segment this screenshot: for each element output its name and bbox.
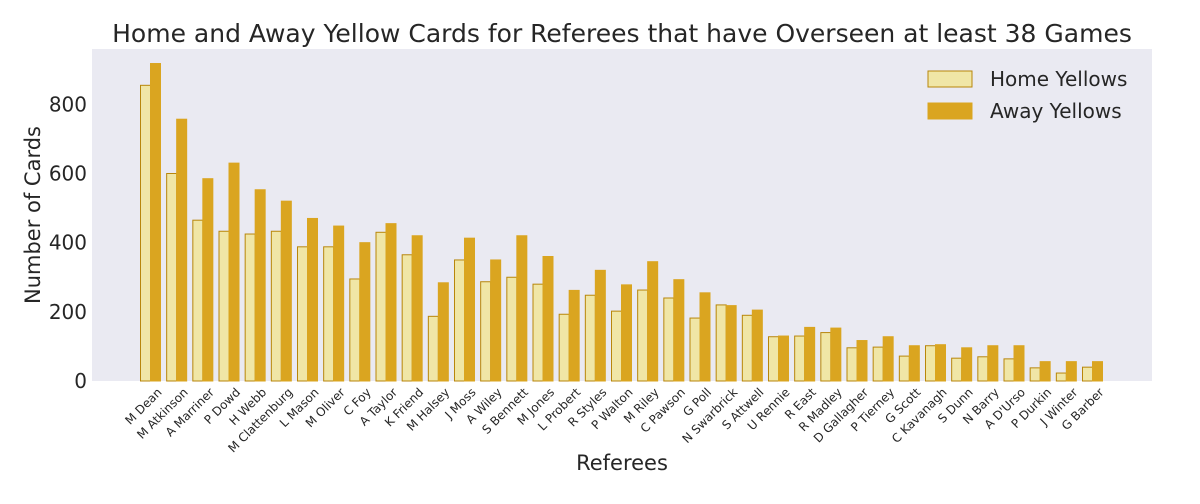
chart-title: Home and Away Yellow Cards for Referees … <box>112 19 1132 48</box>
bar-away-yellows <box>751 309 763 382</box>
bar-away-yellows <box>1013 345 1025 382</box>
bars-group <box>140 63 1103 382</box>
bar-away-yellows <box>568 289 580 382</box>
bar-home-yellows <box>349 278 361 382</box>
bar-away-yellows <box>699 292 711 382</box>
bar-home-yellows <box>689 317 701 382</box>
bar-home-yellows <box>192 219 204 382</box>
bar-home-yellows <box>637 289 649 382</box>
bar-away-yellows <box>359 242 371 382</box>
bar-home-yellows <box>297 246 308 382</box>
bar-home-yellows <box>244 233 256 382</box>
bar-away-yellows <box>935 344 946 382</box>
bar-away-yellows <box>621 284 632 382</box>
bar-away-yellows <box>202 178 214 382</box>
bar-home-yellows <box>951 357 963 382</box>
y-axis-ticks: 0 200 400 600 800 <box>49 92 87 393</box>
y-tick-label: 400 <box>49 231 87 255</box>
legend: Home Yellows Away Yellows <box>927 67 1127 123</box>
bar-home-yellows <box>1029 367 1041 382</box>
legend-label: Home Yellows <box>990 67 1127 91</box>
bar-home-yellows <box>820 332 832 382</box>
legend-swatch <box>927 70 973 88</box>
bar-away-yellows <box>778 335 789 382</box>
bar-away-yellows <box>856 340 868 382</box>
bar-away-yellows <box>673 279 685 382</box>
bar-away-yellows <box>333 225 345 382</box>
bar-home-yellows <box>741 314 753 382</box>
bar-away-yellows <box>280 200 292 382</box>
bar-home-yellows <box>270 230 282 382</box>
bar-home-yellows <box>375 231 387 382</box>
x-axis-label: Referees <box>576 451 668 475</box>
bar-home-yellows <box>1003 358 1015 382</box>
bar-home-yellows <box>506 276 518 382</box>
bar-home-yellows <box>401 254 413 382</box>
bar-away-yellows <box>176 118 188 382</box>
bar-away-yellows <box>464 237 475 382</box>
bar-home-yellows <box>140 84 151 382</box>
bar-away-yellows <box>490 259 502 382</box>
bar-home-yellows <box>872 346 884 382</box>
bar-away-yellows <box>961 347 973 382</box>
bar-home-yellows <box>663 297 675 382</box>
bar-away-yellows <box>725 305 737 382</box>
bar-home-yellows <box>898 355 910 382</box>
bar-home-yellows <box>427 315 439 382</box>
bar-home-yellows <box>558 313 570 382</box>
bar-away-yellows <box>516 235 528 382</box>
bar-away-yellows <box>1065 361 1077 382</box>
bar-away-yellows <box>411 235 423 382</box>
bar-away-yellows <box>1092 361 1103 382</box>
y-tick-label: 200 <box>49 300 87 324</box>
bar-home-yellows <box>611 310 622 382</box>
bar-away-yellows <box>882 336 894 382</box>
bar-home-yellows <box>532 283 544 382</box>
bar-home-yellows <box>454 259 465 382</box>
bar-home-yellows <box>794 335 806 382</box>
bar-away-yellows <box>254 189 266 382</box>
bar-away-yellows <box>647 261 659 382</box>
y-tick-label: 600 <box>49 162 87 186</box>
bar-home-yellows <box>166 173 178 382</box>
bar-home-yellows <box>846 347 858 382</box>
bar-away-yellows <box>594 269 606 382</box>
bar-away-yellows <box>1039 361 1051 382</box>
bar-home-yellows <box>768 336 779 382</box>
bar-away-yellows <box>385 223 397 382</box>
bar-away-yellows <box>542 256 554 382</box>
y-tick-label: 0 <box>74 369 87 393</box>
legend-swatch <box>927 102 973 120</box>
bar-away-yellows <box>150 63 161 382</box>
bar-home-yellows <box>584 294 596 382</box>
bar-home-yellows <box>1082 366 1093 382</box>
y-tick-label: 800 <box>49 92 87 116</box>
legend-label: Away Yellows <box>990 99 1122 123</box>
bar-home-yellows <box>1055 372 1067 382</box>
bar-home-yellows <box>977 356 989 382</box>
bar-away-yellows <box>987 345 999 382</box>
bar-away-yellows <box>228 162 240 382</box>
bar-away-yellows <box>908 345 920 382</box>
bar-home-yellows <box>218 230 230 382</box>
bar-home-yellows <box>323 246 335 382</box>
bar-home-yellows <box>715 304 727 382</box>
bar-away-yellows <box>830 327 842 382</box>
bar-home-yellows <box>925 345 936 382</box>
bar-away-yellows <box>437 282 449 382</box>
bar-away-yellows <box>804 326 816 382</box>
y-axis-label: Number of Cards <box>21 126 45 304</box>
bar-away-yellows <box>307 217 318 382</box>
bar-home-yellows <box>480 281 492 382</box>
